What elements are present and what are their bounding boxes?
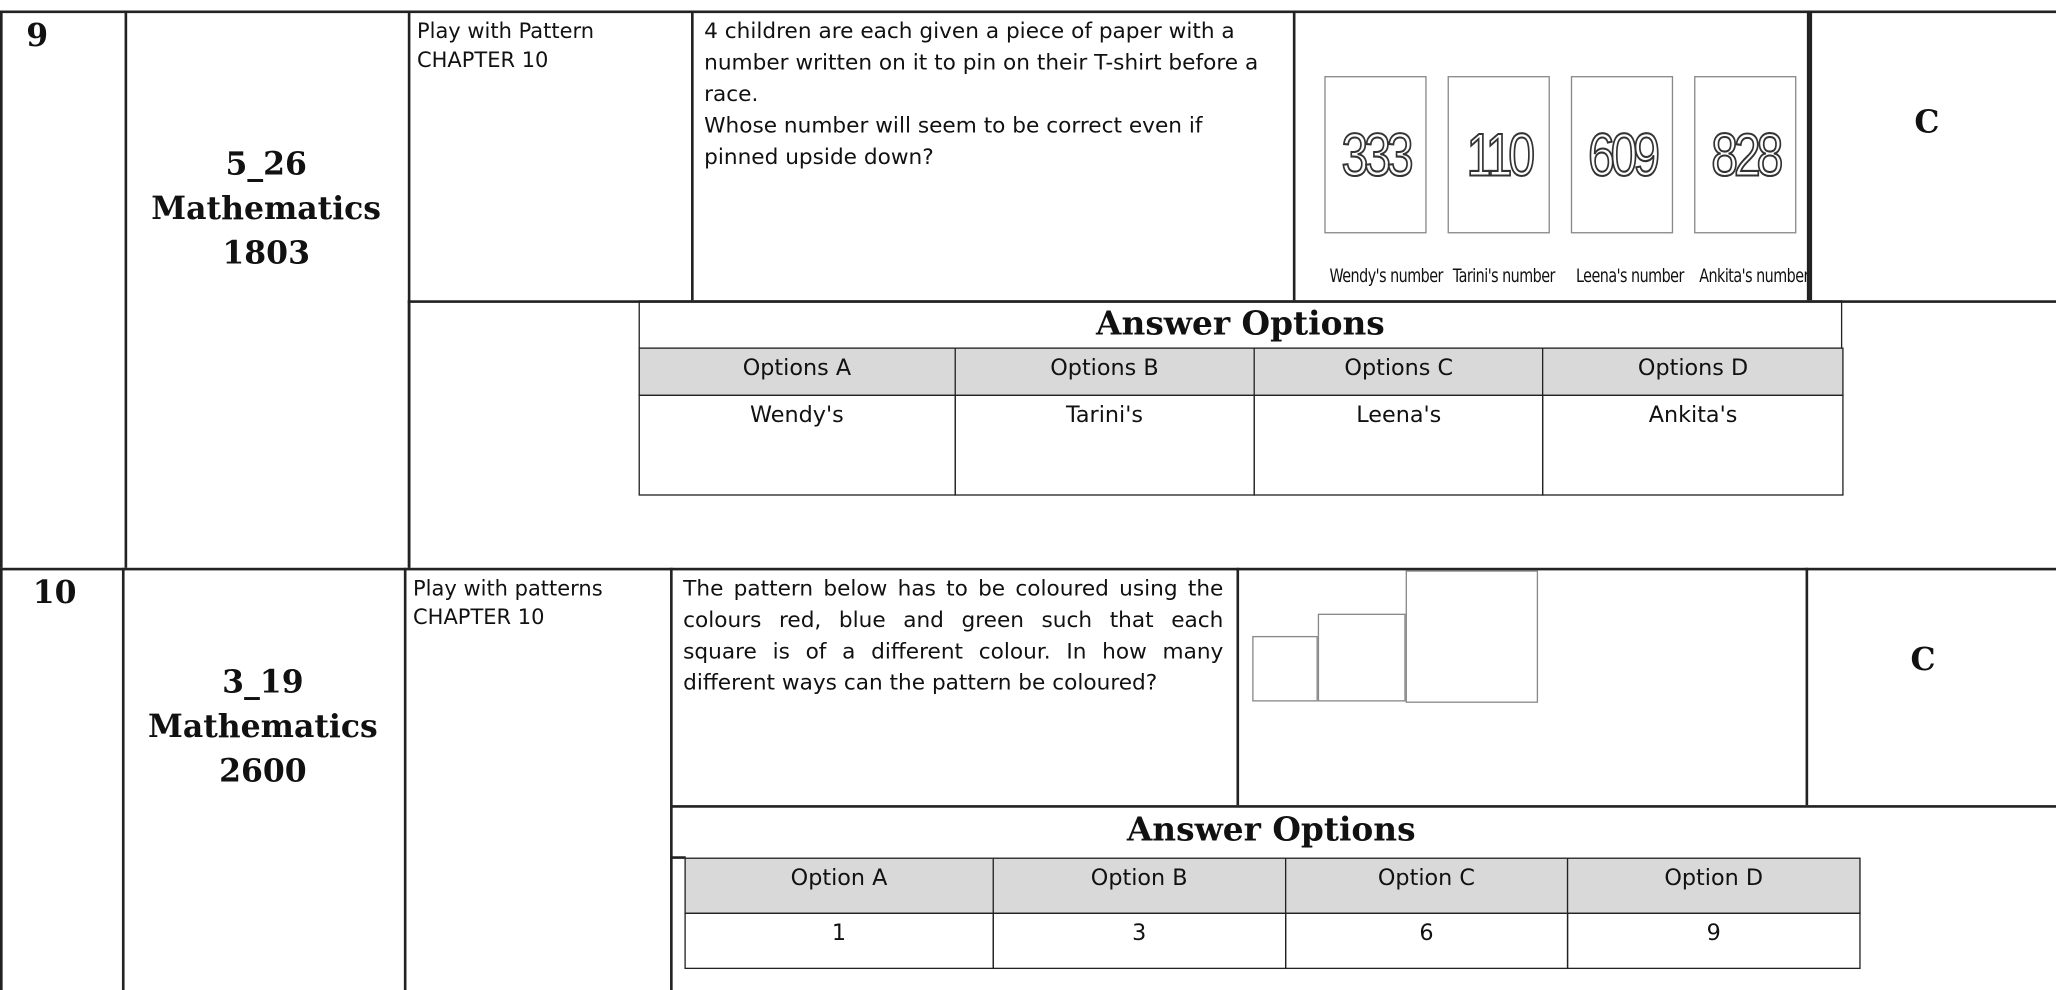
option-header: Options A — [638, 347, 956, 397]
pattern-square — [1252, 635, 1318, 702]
options-title: Answer Options — [1096, 304, 1385, 343]
rule — [670, 567, 673, 806]
code-line: Mathematics — [148, 706, 378, 745]
code-line: 2600 — [219, 751, 307, 790]
rule — [0, 567, 2, 990]
question-line: 4 children are each given a piece of pap… — [704, 18, 1259, 107]
chapter: CHAPTER 10 — [416, 47, 549, 73]
row-number: 10 — [32, 573, 77, 612]
option-value: 9 — [1566, 912, 1861, 970]
option-header: Options C — [1253, 347, 1544, 397]
tag-number: 609 — [1587, 120, 1661, 190]
option-value: Leena's — [1253, 394, 1544, 496]
tag-box — [1447, 76, 1550, 234]
option-value: Tarini's — [953, 394, 1255, 496]
rule — [0, 10, 2, 568]
rule — [670, 805, 2056, 808]
code-line: 5_26 — [225, 144, 307, 183]
rule — [1809, 10, 1812, 301]
rule — [1805, 567, 1808, 806]
code-line: 1803 — [222, 233, 310, 272]
tag-number: 110 — [1466, 120, 1536, 190]
rule — [407, 10, 410, 568]
option-header: Option B — [992, 857, 1287, 914]
tag-label: Tarini's number — [1452, 266, 1556, 288]
tag-box — [1694, 76, 1797, 234]
question-line: The pattern below has to be coloured usi… — [683, 575, 1224, 695]
option-header: Options B — [953, 347, 1255, 397]
option-value: 3 — [992, 912, 1287, 970]
rule — [407, 300, 410, 568]
rule — [670, 805, 673, 990]
question: The pattern below has to be coloured usi… — [683, 573, 1223, 699]
tag-label: Ankita's number — [1699, 266, 1809, 288]
tag-box — [1570, 76, 1674, 234]
option-value: Ankita's — [1542, 394, 1844, 496]
row-number: 9 — [26, 15, 49, 54]
rule — [1236, 567, 1239, 806]
pattern-square — [1317, 613, 1406, 702]
rule — [403, 567, 406, 990]
rule — [0, 10, 2056, 13]
option-header: Option D — [1566, 857, 1861, 914]
option-header: Option A — [684, 857, 994, 914]
tag-box — [1324, 76, 1427, 234]
options-title: Answer Options — [1126, 810, 1416, 849]
tag-number: 828 — [1710, 120, 1784, 190]
rule — [124, 10, 127, 568]
rule — [670, 856, 686, 859]
option-value: 6 — [1284, 912, 1569, 970]
rule — [691, 10, 693, 301]
rule — [121, 567, 124, 990]
tag-label: Leena's number — [1575, 266, 1684, 288]
row-code: 5_26 Mathematics 1803 — [125, 142, 408, 276]
pattern-square — [1405, 570, 1539, 703]
question-line: Whose number will seem to be correct eve… — [704, 112, 1203, 170]
topic: Play with patterns CHAPTER 10 — [413, 574, 603, 632]
row-code: 3_19 Mathematics 2600 — [122, 660, 404, 794]
topic-name: Play with patterns — [413, 575, 603, 601]
rule — [1292, 10, 1295, 301]
option-value: 1 — [684, 912, 994, 970]
tag-number: 333 — [1341, 120, 1415, 190]
tag-label: Wendy's number — [1329, 266, 1443, 288]
answer: C — [1910, 639, 1936, 678]
topic: Play with Pattern CHAPTER 10 — [417, 17, 594, 75]
topic-name: Play with Pattern — [416, 18, 595, 44]
question: 4 children are each given a piece of pap… — [704, 16, 1281, 173]
option-header: Options D — [1542, 347, 1844, 397]
code-line: Mathematics — [151, 188, 382, 227]
code-line: 3_19 — [222, 662, 304, 701]
option-header: Option C — [1284, 857, 1569, 914]
chapter: CHAPTER 10 — [413, 604, 545, 630]
rule — [1806, 10, 1809, 301]
option-value: Wendy's — [638, 394, 956, 496]
rule — [0, 567, 2056, 570]
answer: C — [1914, 102, 1940, 141]
